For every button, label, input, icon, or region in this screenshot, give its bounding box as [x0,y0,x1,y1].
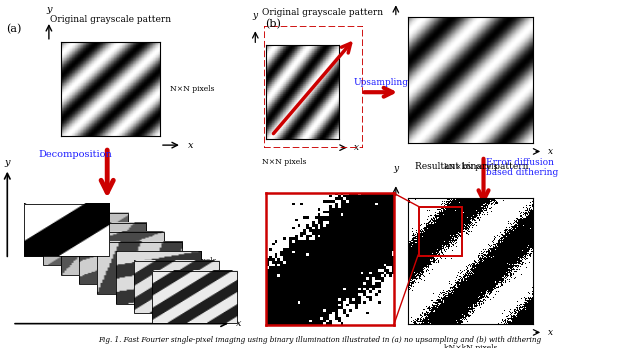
Text: y: y [4,158,10,167]
Bar [97,242,182,294]
Text: Original grayscale pattern: Original grayscale pattern [262,8,383,17]
Text: Decomposed binary patterns: Decomposed binary patterns [79,240,189,308]
Text: Resultant binary pattern: Resultant binary pattern [415,162,528,171]
Bar [24,204,109,256]
Text: x: x [354,143,359,152]
Bar [419,207,463,256]
Text: Fig. 1. Fast Fourier single-pixel imaging using binary illumination illustrated : Fig. 1. Fast Fourier single-pixel imagin… [99,336,541,344]
Text: N×N pixels: N×N pixels [262,158,307,166]
Bar [79,232,164,285]
Text: x: x [548,328,553,337]
Bar [24,204,109,256]
Bar [61,223,146,275]
Bar [42,213,128,265]
Text: x: x [548,147,553,156]
Text: x: x [236,319,241,328]
Title: Original grayscale pattern: Original grayscale pattern [50,15,171,24]
Text: Upsampling: Upsampling [353,78,408,87]
Text: y: y [253,11,258,20]
Text: y: y [393,164,399,173]
Text: t: t [271,246,275,255]
Text: kN×kN pixels: kN×kN pixels [444,344,497,348]
Text: displayed sequentially: displayed sequentially [98,266,184,320]
Text: (b): (b) [266,19,282,30]
Text: x: x [188,141,193,150]
Bar [115,251,201,303]
Text: N×N pixels: N×N pixels [170,85,214,93]
Text: Decomposition: Decomposition [38,150,112,159]
Text: (a): (a) [6,24,22,35]
Bar [134,261,219,313]
Bar [152,271,237,323]
Text: Error diffusion
based dithering: Error diffusion based dithering [486,158,559,177]
Text: y: y [46,5,52,14]
Text: N×N pixels: N×N pixels [172,258,217,266]
Text: kN×kN pixels: kN×kN pixels [444,163,497,171]
